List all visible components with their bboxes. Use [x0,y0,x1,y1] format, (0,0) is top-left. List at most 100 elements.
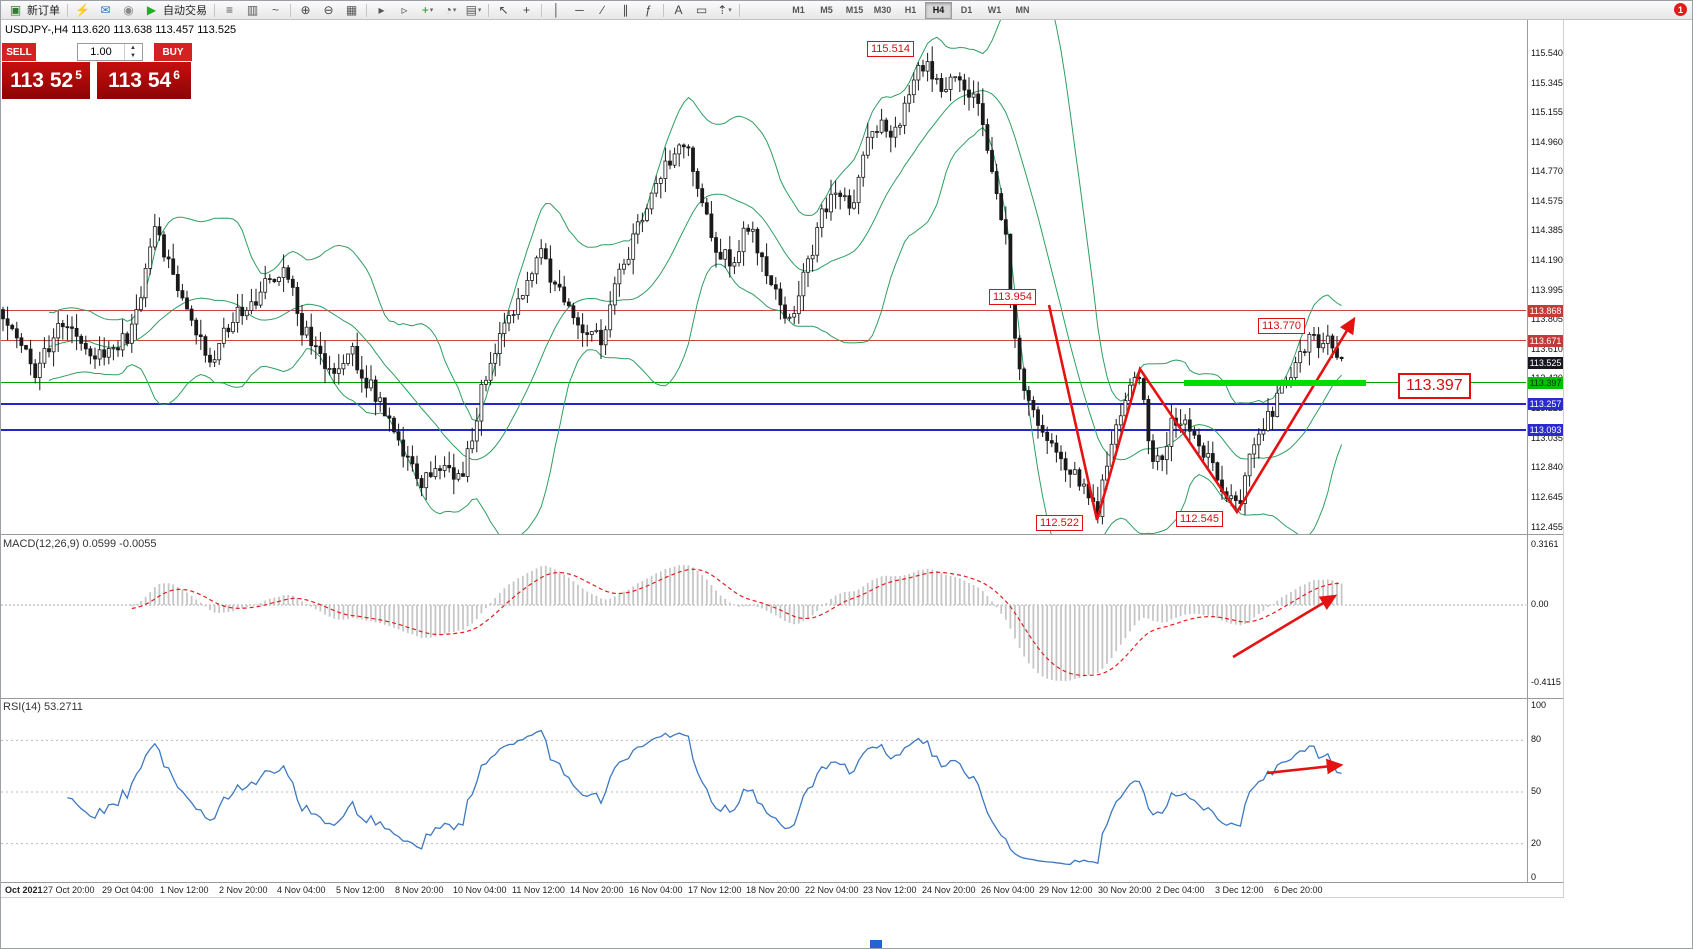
tile-windows-button[interactable]: ▦ [340,2,363,18]
horizontal-line-113.093[interactable] [1,429,1526,431]
time-axis-label[interactable]: 5 Nov 12:00 [336,885,385,895]
crosshair-button[interactable]: + [515,2,538,18]
periods-button[interactable]: ◔ ▾ [439,2,462,18]
price-axis-tick: 115.155 [1531,107,1563,117]
timeframe-h4[interactable]: H4 [925,1,952,19]
equidistant-channel-button[interactable]: ∥ [614,2,637,18]
time-axis-label[interactable]: Oct 2021 [5,885,43,895]
toolbar-separator [739,3,740,17]
indicators-button[interactable]: + ▾ [416,2,439,18]
timeframe-w1[interactable]: W1 [987,5,1002,15]
price-annotation-113.954[interactable]: 113.954 [989,289,1036,305]
time-axis-label[interactable]: 30 Nov 20:00 [1098,885,1152,895]
text-icon: A [674,3,683,17]
horizontal-line-113.868[interactable] [1,310,1526,311]
text-label-button[interactable]: ▭ [690,2,713,18]
rsi-panel-separator[interactable] [1,698,1563,699]
time-axis-label[interactable]: 22 Nov 04:00 [805,885,859,895]
time-axis-label[interactable]: 23 Nov 12:00 [863,885,917,895]
mailbox-button[interactable]: ✉ [94,2,117,18]
new-order-button[interactable]: ▣ [4,2,27,18]
horizontal-line-113.397[interactable] [1,382,1526,383]
timeframe-m1[interactable]: M1 [792,5,805,15]
time-axis-label[interactable]: 18 Nov 20:00 [746,885,800,895]
macd-panel-separator[interactable] [1,534,1563,535]
time-axis-label[interactable]: 6 Dec 20:00 [1274,885,1323,895]
time-axis-label[interactable]: 8 Nov 20:00 [395,885,444,895]
price-badge-113.257: 113.257 [1528,398,1563,410]
zoom-in-button[interactable]: ⊕ [294,2,317,18]
horizontal-line-button[interactable]: ─ [568,2,591,18]
time-axis-label[interactable]: 29 Nov 12:00 [1039,885,1093,895]
sell-button[interactable]: SELL [2,43,36,61]
timeframe-mn[interactable]: MN [1015,5,1030,15]
notification-badge[interactable]: 1 [1674,3,1687,16]
bid-price: 113 52 [10,68,74,92]
time-axis-label[interactable]: 10 Nov 04:00 [453,885,507,895]
price-annotation-112.522[interactable]: 112.522 [1036,515,1083,531]
buy-button[interactable]: BUY [154,43,192,61]
timeframe-h1[interactable]: H1 [904,5,917,15]
time-axis-label[interactable]: 24 Nov 20:00 [922,885,976,895]
volume-down-button[interactable]: ▼ [130,52,136,59]
fibonacci-button[interactable]: ƒ [637,2,660,18]
rsi-axis-tick: 80 [1531,734,1542,744]
time-axis-label[interactable]: 2 Nov 20:00 [219,885,268,895]
price-axis-separator[interactable] [1527,19,1528,882]
time-axis-label[interactable]: 3 Dec 12:00 [1215,885,1264,895]
cursor-button[interactable]: ↖ [492,2,515,18]
time-axis-label[interactable]: 4 Nov 04:00 [277,885,326,895]
candlestick-style-button[interactable]: ▥ [241,2,264,18]
price-annotation-112.545[interactable]: 112.545 [1176,511,1223,527]
ask-price-button[interactable]: 113 54 6 [97,62,191,99]
chart-shift-button[interactable]: ▹ [393,2,416,18]
price-annotation-113.397[interactable]: 113.397 [1398,373,1471,399]
autotrading-button[interactable]: ▶ [140,2,163,18]
timeframe-m15[interactable]: M15 [845,5,864,15]
timeframe-m30[interactable]: M30 [873,5,892,15]
fibonacci-icon: ƒ [645,3,652,17]
text-label-icon: ▭ [695,3,708,17]
horizontal-line-113.671[interactable] [1,340,1526,341]
time-axis-label[interactable]: 1 Nov 12:00 [160,885,209,895]
time-axis-label[interactable]: 26 Nov 04:00 [981,885,1035,895]
time-axis-label[interactable]: 27 Oct 20:00 [43,885,95,895]
taskbar-peek [870,940,882,948]
trendline-button[interactable]: ∕ [591,2,614,18]
arrows-button[interactable]: ⇡ ▾ [713,2,736,18]
volume-up-button[interactable]: ▲ [130,44,136,51]
zoom-out-button[interactable]: ⊖ [317,2,340,18]
time-axis-separator[interactable] [1,882,1563,883]
time-axis-label[interactable]: 29 Oct 04:00 [102,885,154,895]
volume-input[interactable] [78,44,124,60]
symbol-ohlc-header: USDJPY-,H4 113.620 113.638 113.457 113.5… [5,24,237,36]
bid-price-pip: 5 [75,67,82,82]
price-axis-tick: 114.190 [1531,255,1563,265]
time-axis-label[interactable]: 17 Nov 12:00 [688,885,742,895]
toolbar-separator [366,3,367,17]
indicators-icon: + [421,3,429,17]
timeframe-d1[interactable]: D1 [960,5,973,15]
time-axis-label[interactable]: 16 Nov 04:00 [629,885,683,895]
auto-scroll-button[interactable]: ▸ [370,2,393,18]
templates-button[interactable]: ▤ ▾ [462,2,485,18]
toolbar-separator [488,3,489,17]
timeframe-m5[interactable]: M5 [820,5,833,15]
time-axis-label[interactable]: 2 Dec 04:00 [1156,885,1205,895]
support-zone-highlight[interactable] [1184,380,1366,386]
time-axis-label[interactable]: 14 Nov 20:00 [570,885,624,895]
line-chart-style-button[interactable]: ~ [264,2,287,18]
horizontal-line-113.257[interactable] [1,403,1526,405]
time-axis-label[interactable]: 11 Nov 12:00 [512,885,565,895]
price-annotation-113.770[interactable]: 113.770 [1258,318,1305,334]
charts-lightning-button[interactable]: ⚡ [71,2,94,18]
macd-axis-tick: 0.00 [1531,599,1549,609]
market-icon: ◉ [123,3,134,17]
bid-price-button[interactable]: 113 52 5 [2,62,90,99]
text-button[interactable]: A [667,2,690,18]
market-button[interactable]: ◉ [117,2,140,18]
bar-chart-style-button[interactable]: ≡ [218,2,241,18]
price-annotation-115.514[interactable]: 115.514 [867,41,914,57]
vertical-line-button[interactable]: │ [545,2,568,18]
